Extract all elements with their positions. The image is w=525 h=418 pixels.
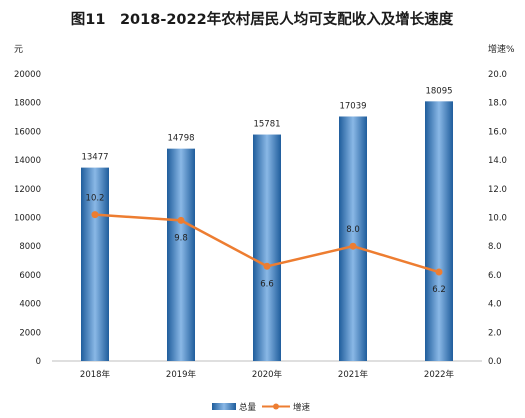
right-axis-tick-label: 12.0 [488,185,507,195]
chart-title: 图11 2018-2022年农村居民人均可支配收入及增长速度 [71,10,454,28]
right-axis-ticks: 0.0 2.0 4.0 6.0 8.0 10.0 12.0 14.0 16.0 18.0 20.0 [488,70,507,367]
growth-value-labels: 10.2 9.8 6.6 8.0 6.2 [86,194,446,295]
bar [425,101,453,362]
right-axis-tick-label: 6.0 [488,271,502,281]
left-axis-tick-label: 4000 [19,300,41,310]
bar [253,134,281,361]
legend-swatch-marker [273,403,279,410]
growth-point [177,216,185,224]
left-axis-tick-label: 10000 [14,214,41,224]
bar-value-labels: 13477 14798 15781 17039 18095 [81,86,452,162]
x-axis-ticks: 2018年 2019年 2020年 2021年 2022年 [80,369,455,380]
x-axis-tick-label: 2020年 [252,369,283,380]
left-axis-ticks: 0 2000 4000 6000 8000 10000 12000 14000 16000 180… [14,70,41,367]
legend-label-line: 增速 [293,402,311,413]
x-axis-tick-label: 2018年 [80,369,111,380]
x-axis-tick-label: 2021年 [338,369,369,380]
legend-label-bar: 总量 [239,402,257,413]
growth-value-label: 6.6 [260,279,274,289]
right-axis-tick-label: 0.0 [488,357,502,367]
bar-value-label: 15781 [253,120,280,130]
bar-value-label: 14798 [167,134,194,144]
right-axis-tick-label: 2.0 [488,328,502,338]
right-axis-tick-label: 10.0 [488,214,507,224]
x-axis-tick-label: 2019年 [166,369,197,380]
left-axis-unit: 元 [14,45,23,55]
growth-line-series [91,211,443,276]
legend-swatch-bar [212,403,236,410]
growth-point [435,268,443,276]
left-axis-tick-label: 14000 [14,156,41,166]
left-axis-tick-label: 16000 [14,127,41,137]
left-axis-tick-label: 6000 [19,271,41,281]
right-axis-tick-label: 14.0 [488,156,507,166]
bar [339,116,367,361]
right-axis-tick-label: 4.0 [488,300,502,310]
legend: 总量 增速 [212,402,311,413]
left-axis-tick-label: 12000 [14,185,41,195]
left-axis-tick-label: 18000 [14,99,41,109]
left-axis-tick-label: 0 [36,357,41,367]
growth-point [263,262,271,270]
right-axis-unit: 增速% [488,43,515,55]
bar-series [81,101,453,362]
x-axis-tick-label: 2022年 [424,369,455,380]
right-axis-tick-label: 18.0 [488,99,507,109]
bar [167,148,195,361]
bar-value-label: 18095 [425,86,452,96]
growth-value-label: 10.2 [86,194,105,204]
growth-value-label: 9.8 [174,233,188,243]
left-axis-tick-label: 20000 [14,70,41,80]
growth-point [91,211,99,219]
growth-value-label: 6.2 [432,285,446,295]
growth-point [349,242,357,250]
bar-value-label: 13477 [81,153,108,163]
growth-value-label: 8.0 [346,225,360,235]
right-axis-tick-label: 20.0 [488,70,507,80]
left-axis-tick-label: 8000 [19,242,41,252]
bar [81,167,109,361]
bar-value-label: 17039 [339,101,366,111]
right-axis-tick-label: 8.0 [488,242,502,252]
left-axis-tick-label: 2000 [19,328,41,338]
right-axis-tick-label: 16.0 [488,127,507,137]
